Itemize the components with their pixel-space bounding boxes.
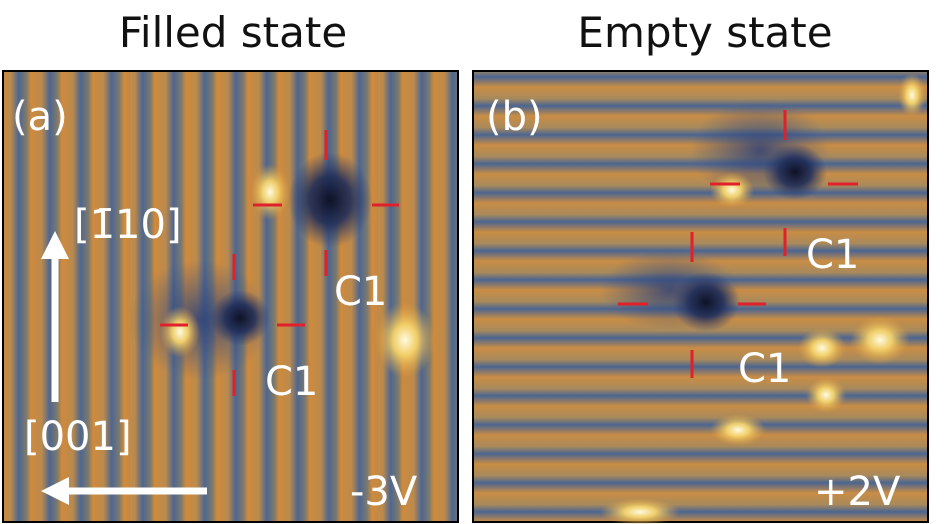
defect-label: C1	[738, 346, 791, 392]
panel-label: (a)	[12, 94, 68, 140]
crosshair	[160, 130, 399, 396]
direction-label: [1̄10]	[74, 202, 182, 248]
direction-label: [001]	[24, 414, 132, 460]
defect-label: C1	[334, 269, 387, 315]
panel-b: Empty state (b) C1 C1 +2V	[472, 8, 929, 524]
defect-label: C1	[806, 232, 859, 278]
bias-label: -3V	[350, 469, 418, 515]
crosshair	[618, 110, 858, 378]
panel-label: (b)	[486, 94, 543, 140]
defect-label: C1	[265, 359, 318, 405]
panel-title: Empty state	[577, 8, 832, 57]
bias-label: +2V	[814, 469, 901, 515]
panel-title: Filled state	[119, 8, 347, 57]
panel-a: Filled state (a) [1̄10] [001] C1 C1 -3V	[2, 8, 459, 523]
